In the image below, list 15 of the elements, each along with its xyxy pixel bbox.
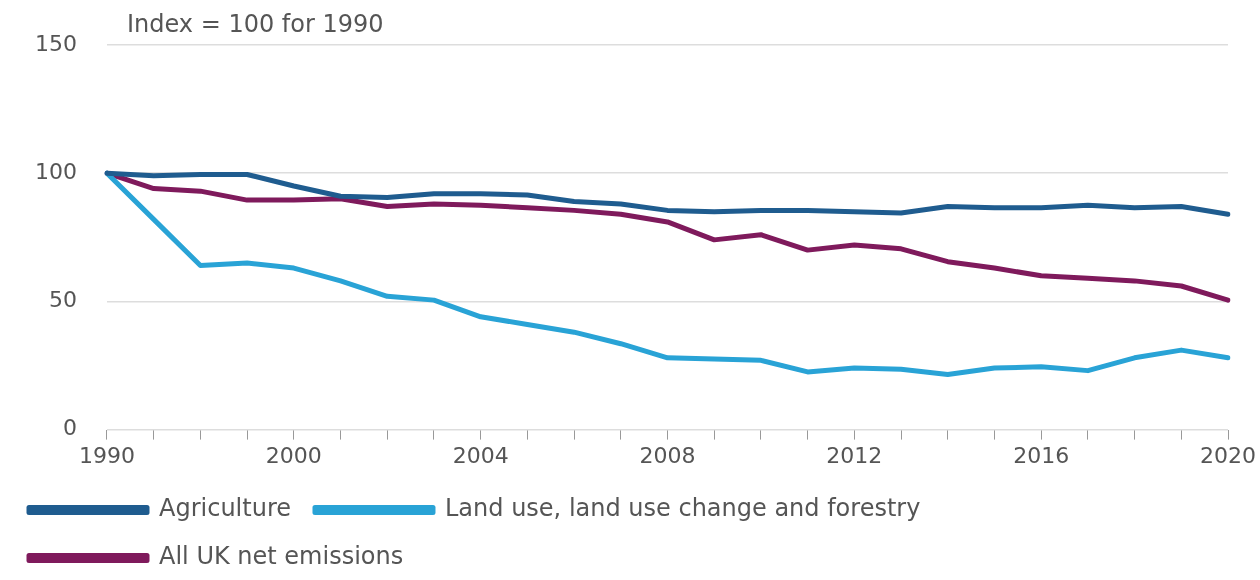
y-axis-title: Index = 100 for 1990 xyxy=(126,10,384,39)
x-tick-label: 2012 xyxy=(826,442,883,468)
y-tick-label: 150 xyxy=(34,30,77,56)
x-tick-label: 2016 xyxy=(1013,442,1070,468)
legend-label: Agriculture xyxy=(159,494,291,523)
x-tick-label: 2000 xyxy=(265,442,322,468)
x-tick-label: 2008 xyxy=(639,442,696,468)
y-tick-label: 100 xyxy=(34,158,77,184)
y-tick-label: 0 xyxy=(62,415,77,441)
legend-label: Land use, land use change and forestry xyxy=(444,494,921,523)
y-tick-label: 50 xyxy=(48,287,77,313)
legend-label: All UK net emissions xyxy=(159,542,404,571)
x-tick-label: 1990 xyxy=(78,442,135,468)
x-tick-label: 2020 xyxy=(1200,442,1257,468)
x-tick-label: 2004 xyxy=(452,442,509,468)
